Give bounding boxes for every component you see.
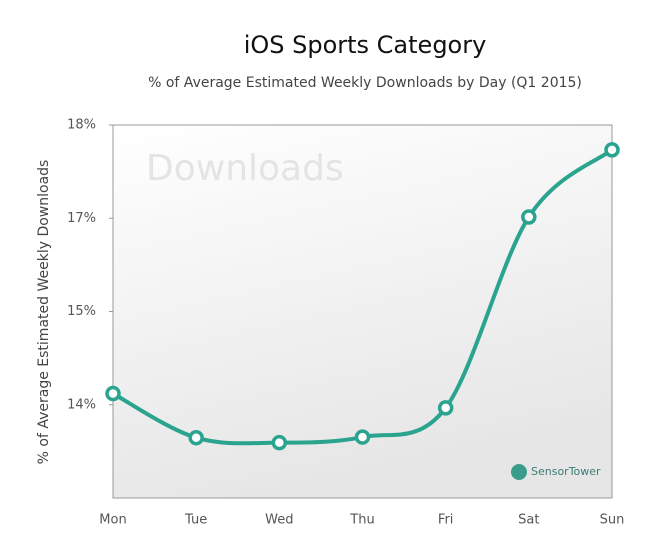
x-tick-label: Thu [349,513,374,528]
x-tick-label: Mon [99,513,126,528]
point [437,400,454,416]
x-tick-label: Sun [600,513,625,528]
point [354,429,371,445]
y-tick-label: 18% [67,118,96,133]
point [188,429,204,446]
chart-subtitle: % of Average Estimated Weekly Downloads … [148,75,582,91]
y-axis-label: % of Average Estimated Weekly Downloads [36,160,52,465]
x-tick-label: Fri [438,513,454,528]
logo-icon [511,464,527,480]
x-tick-label: Wed [265,513,293,528]
y-tick-label: 15% [67,304,96,319]
y-tick-label: 14% [67,397,96,412]
point [604,142,620,158]
x-tick-label: Sat [518,513,539,528]
x-tick-label: Tue [184,513,207,528]
logo-text: SensorTower [531,465,601,478]
chart-title: iOS Sports Category [244,31,487,59]
logo: SensorTower [511,464,601,480]
watermark: Downloads [146,148,344,189]
point [271,434,288,451]
point [521,209,537,225]
point [105,385,121,402]
y-tick-label: 17% [67,211,96,226]
